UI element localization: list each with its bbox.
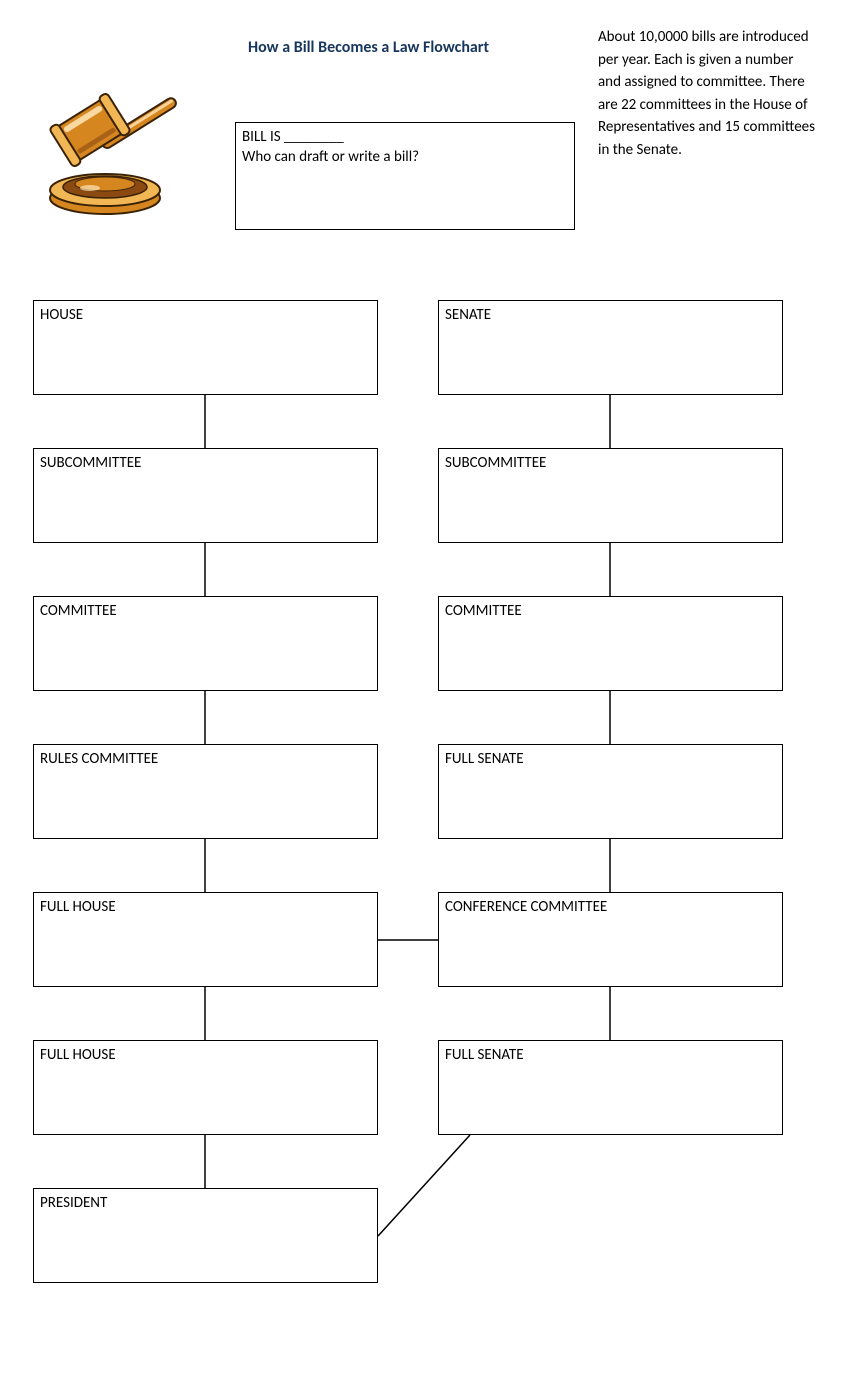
flow-box-label: SUBCOMMITTEE bbox=[40, 454, 141, 472]
flow-box-right-2: COMMITTEE bbox=[438, 596, 783, 691]
flow-box-left-3: RULES COMMITTEE bbox=[33, 744, 378, 839]
flow-box-label: FULL SENATE bbox=[445, 1046, 524, 1064]
flow-box-label: FULL HOUSE bbox=[40, 1046, 116, 1064]
flow-box-label: PRESIDENT bbox=[40, 1194, 107, 1212]
flow-box-label: RULES COMMITTEE bbox=[40, 750, 158, 768]
gavel-icon bbox=[30, 80, 195, 225]
flow-box-left-5: FULL HOUSE bbox=[33, 1040, 378, 1135]
flow-box-label: FULL SENATE bbox=[445, 750, 524, 768]
flow-box-label: HOUSE bbox=[40, 306, 83, 324]
flow-box-left-0: HOUSE bbox=[33, 300, 378, 395]
flow-box-label: COMMITTEE bbox=[445, 602, 522, 620]
flow-box-label: CONFERENCE COMMITTEE bbox=[445, 898, 607, 916]
flow-box-left-4: FULL HOUSE bbox=[33, 892, 378, 987]
flow-box-right-4: CONFERENCE COMMITTEE bbox=[438, 892, 783, 987]
flow-box-left-1: SUBCOMMITTEE bbox=[33, 448, 378, 543]
flow-box-left-2: COMMITTEE bbox=[33, 596, 378, 691]
flow-box-label: FULL HOUSE bbox=[40, 898, 116, 916]
page: How a Bill Becomes a Law Flowchart About… bbox=[0, 0, 843, 1380]
side-text: About 10,0000 bills are introduced per y… bbox=[598, 26, 818, 161]
intro-line1: BILL IS ________ bbox=[242, 127, 568, 147]
intro-box: BILL IS ________ Who can draft or write … bbox=[235, 122, 575, 230]
flow-box-right-3: FULL SENATE bbox=[438, 744, 783, 839]
flow-box-label: COMMITTEE bbox=[40, 602, 117, 620]
flow-box-label: SUBCOMMITTEE bbox=[445, 454, 546, 472]
page-title: How a Bill Becomes a Law Flowchart bbox=[248, 38, 489, 57]
flow-box-right-1: SUBCOMMITTEE bbox=[438, 448, 783, 543]
flow-box-right-0: SENATE bbox=[438, 300, 783, 395]
flow-box-right-5: FULL SENATE bbox=[438, 1040, 783, 1135]
flow-box-label: SENATE bbox=[445, 306, 491, 324]
intro-line2: Who can draft or write a bill? bbox=[242, 147, 568, 167]
flow-box-left-6: PRESIDENT bbox=[33, 1188, 378, 1283]
